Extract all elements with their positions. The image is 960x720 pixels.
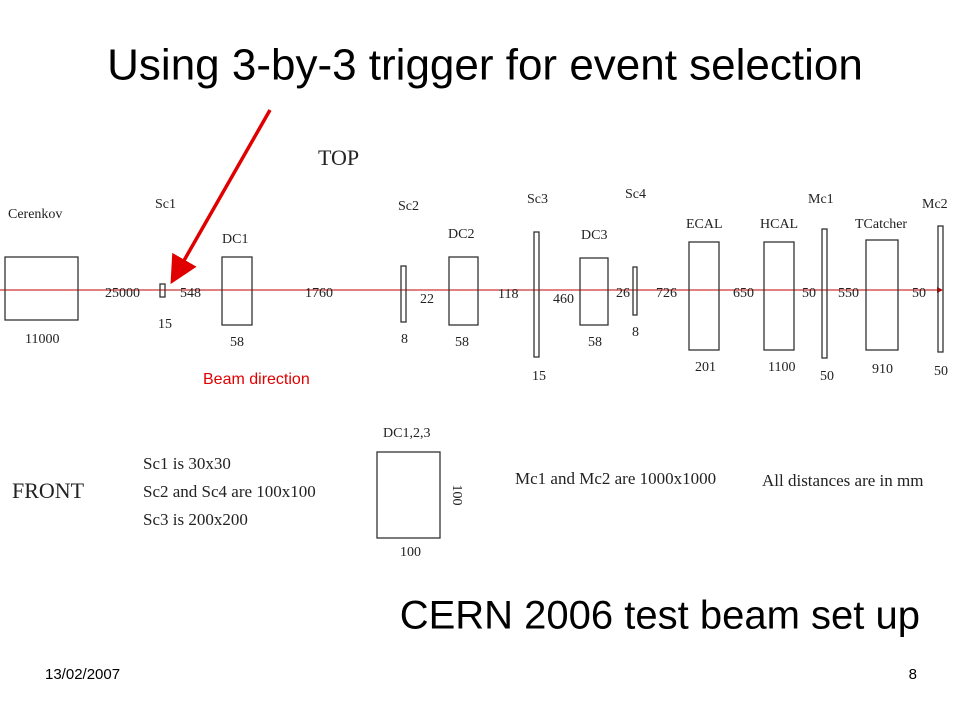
distance-label: 548 [180,286,201,301]
beam-annotation: Beam direction [203,371,310,388]
subtitle: CERN 2006 test beam set up [400,594,920,638]
distance-label: 726 [656,286,677,301]
component-label: HCAL [760,217,798,232]
thickness-label: 50 [934,364,948,379]
view-label: TOP [318,145,359,170]
note: Sc2 and Sc4 are 100x100 [143,482,316,501]
component-label: TCatcher [855,217,907,232]
distance-label: 118 [498,287,518,302]
cerenkov-box [4,256,79,321]
component-label: Sc1 [155,197,176,212]
component-label: ECAL [686,217,723,232]
thickness-label: 58 [230,335,244,350]
sc3-box [533,231,540,358]
distance-label: 650 [733,286,754,301]
component-label: Sc2 [398,199,419,214]
trigger-arrow [170,109,272,285]
view-label: FRONT [12,478,85,503]
units-note: All distances are in mm [762,471,923,490]
thickness-label: 15 [158,317,172,332]
slide-title: Using 3-by-3 trigger for event selection [107,41,863,90]
distance-label: 550 [838,286,859,301]
component-label: Sc4 [625,187,646,202]
thickness-label: 8 [632,325,639,340]
distance-label: 25000 [105,286,140,301]
thickness-label: 58 [588,335,602,350]
dc-front-box [376,451,441,539]
tcatcher-box [865,239,899,351]
component-label: Mc1 [808,192,834,207]
thickness-label: 11000 [25,332,59,347]
thickness-label: 910 [872,362,893,377]
distance-label: 26 [616,286,630,301]
thickness-label: 8 [401,332,408,347]
diagram-shapes [0,109,944,539]
note: Sc1 is 30x30 [143,454,231,473]
mc-note: Mc1 and Mc2 are 1000x1000 [515,469,716,488]
dc-width: 100 [400,545,421,560]
thickness-label: 50 [820,369,834,384]
distance-label: 50 [912,286,926,301]
dc2-box [448,256,479,326]
sc1-box [159,283,166,298]
distance-label: 1760 [305,286,333,301]
ecal-box [688,241,720,351]
component-label: Cerenkov [8,207,62,222]
sc4-box [632,266,638,316]
distance-label: 22 [420,292,434,307]
mc2-box [937,225,944,353]
component-label: Sc3 [527,192,548,207]
thickness-label: 58 [455,335,469,350]
hcal-box [763,241,795,351]
component-label: DC2 [448,227,474,242]
texts: Using 3-by-3 trigger for event selection… [8,41,948,683]
distance-label: 460 [553,292,574,307]
page-number: 8 [909,666,917,683]
sc2-box [400,265,407,323]
thickness-label: 1100 [768,360,795,375]
component-label: DC3 [581,228,607,243]
note: Sc3 is 200x200 [143,510,248,529]
component-label: Mc2 [922,197,948,212]
footer-date: 13/02/2007 [45,666,120,683]
dc3-box [579,257,609,326]
distance-label: 50 [802,286,816,301]
dc-label: DC1,2,3 [383,426,430,441]
mc1-box [821,228,828,359]
dc-height: 100 [449,485,464,506]
component-label: DC1 [222,232,248,247]
thickness-label: 201 [695,360,716,375]
thickness-label: 15 [532,369,546,384]
dc1-box [221,256,253,326]
